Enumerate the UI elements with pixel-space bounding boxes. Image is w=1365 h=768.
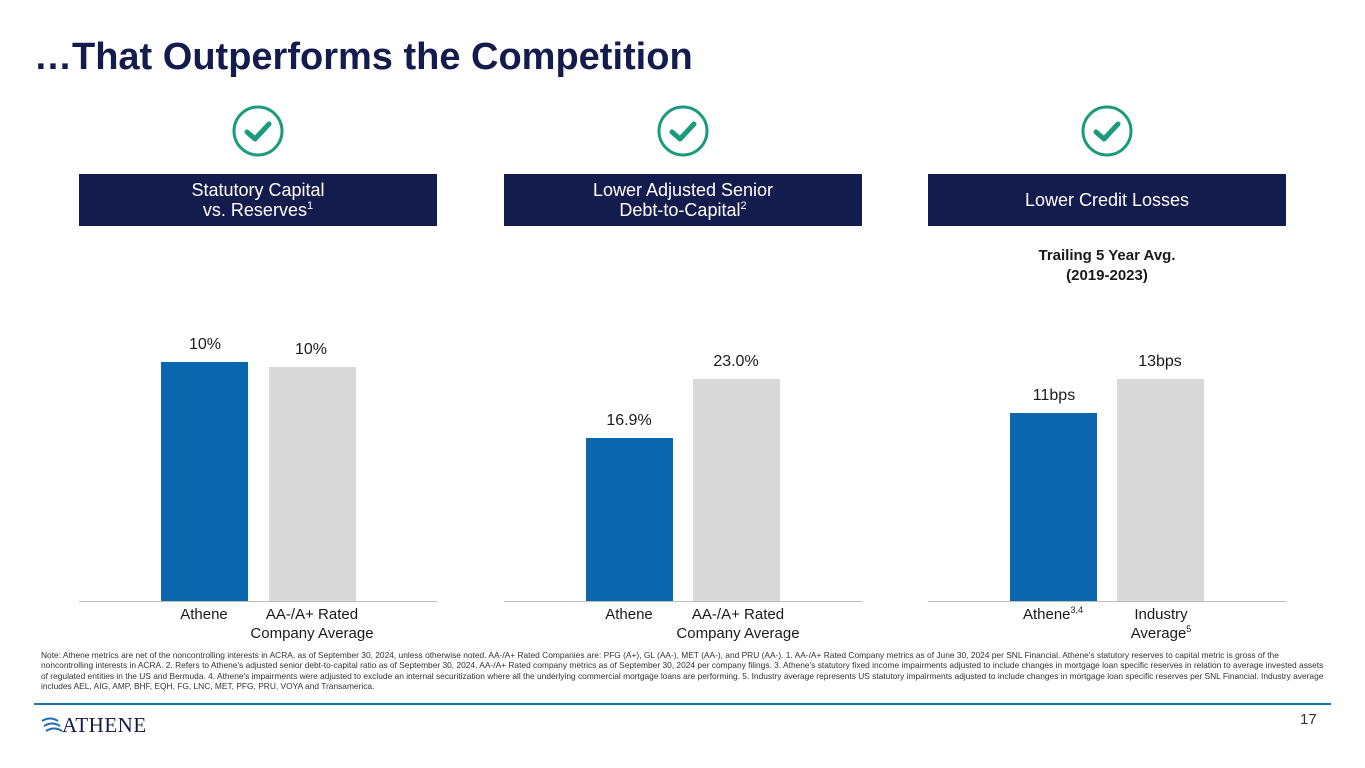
x-tick-label-line: Average5: [1086, 624, 1236, 643]
x-axis-line: [928, 601, 1286, 602]
bar-peer-average: [693, 379, 780, 601]
data-label-peer-average: 10%: [294, 341, 328, 358]
chart-title-line: Lower Credit Losses: [1024, 190, 1190, 210]
x-tick-label-athene: Athene: [554, 605, 704, 624]
footnote-ref: 3,4: [1070, 605, 1084, 615]
checkmark-icon: [1081, 105, 1133, 157]
bar-industry-average: [1117, 379, 1204, 601]
footnote-ref: 1: [306, 200, 314, 212]
chart-header: Lower Adjusted Senior Debt-to-Capital2: [504, 174, 862, 226]
x-tick-label-line: Athene: [180, 606, 228, 623]
chart-panel-debt-to-capital: Lower Adjusted Senior Debt-to-Capital2 1…: [504, 100, 862, 660]
x-tick-label-line: Athene: [605, 606, 653, 623]
chart-title-line: Debt-to-Capital2: [504, 200, 862, 220]
footnote-ref: 2: [740, 200, 747, 212]
chart-panel-credit-losses: Lower Credit Losses Trailing 5 Year Avg.…: [928, 100, 1286, 660]
chart-header: Lower Credit Losses: [928, 174, 1286, 226]
chart-subtitle-line: (2019-2023): [1066, 267, 1148, 284]
x-tick-label-line: AA-/A+ Rated: [691, 606, 785, 623]
chart-subtitle: Trailing 5 Year Avg. (2019-2023): [928, 246, 1286, 286]
x-tick-label-text: Average: [1130, 625, 1187, 642]
data-label-peer-average: 23.0%: [713, 353, 759, 370]
page-title: …That Outperforms the Competition: [34, 36, 693, 78]
athene-logo-icon: [41, 717, 63, 732]
footer-divider: [34, 703, 1331, 705]
x-tick-label-athene: Athene3,4: [978, 605, 1128, 624]
chart-header: Statutory Capital vs. Reserves1: [79, 174, 437, 226]
x-tick-label-line: Athene3,4: [978, 605, 1128, 624]
x-tick-label-peer-average: AA-/A+ Rated Company Average: [663, 605, 813, 643]
page-number: 17: [1300, 711, 1317, 728]
checkmark-icon: [657, 105, 709, 157]
bar-athene: [161, 362, 248, 601]
x-tick-label-line: Industry: [1134, 606, 1188, 623]
chart-title-line-text: vs. Reserves: [202, 200, 307, 220]
logo-wordmark: ATHENE: [62, 713, 147, 737]
x-axis-line: [79, 601, 437, 602]
x-tick-label-line: Company Average: [676, 625, 800, 642]
data-label-athene: 11bps: [1032, 387, 1076, 404]
checkmark-icon: [232, 105, 284, 157]
x-tick-label-line: AA-/A+ Rated: [265, 606, 359, 623]
x-tick-label-line: Company Average: [250, 625, 374, 642]
footnote-text: Note: Athene metrics are net of the nonc…: [41, 650, 1324, 692]
footnote-ref: 5: [1186, 624, 1192, 634]
data-label-industry-average: 13bps: [1138, 353, 1182, 370]
x-tick-label-industry-average: Industry Average5: [1086, 605, 1236, 643]
data-label-athene: 16.9%: [606, 412, 652, 429]
x-axis-line: [504, 601, 862, 602]
data-label-athene: 10%: [188, 336, 222, 353]
bar-peer-average: [269, 367, 356, 601]
chart-title-line: Statutory Capital: [191, 180, 325, 200]
chart-panel-statutory-capital: Statutory Capital vs. Reserves1 10% 10% …: [79, 100, 437, 660]
chart-title-line: vs. Reserves1: [79, 200, 437, 220]
x-tick-label-athene: Athene: [129, 605, 279, 624]
chart-title-line-text: Debt-to-Capital: [619, 200, 741, 220]
x-tick-label-peer-average: AA-/A+ Rated Company Average: [237, 605, 387, 643]
x-tick-label-text: Athene: [1022, 606, 1071, 623]
chart-subtitle-line: Trailing 5 Year Avg.: [1038, 247, 1176, 264]
bar-athene: [586, 438, 673, 601]
chart-title-line: Lower Adjusted Senior: [592, 180, 774, 200]
bar-athene: [1010, 413, 1097, 601]
